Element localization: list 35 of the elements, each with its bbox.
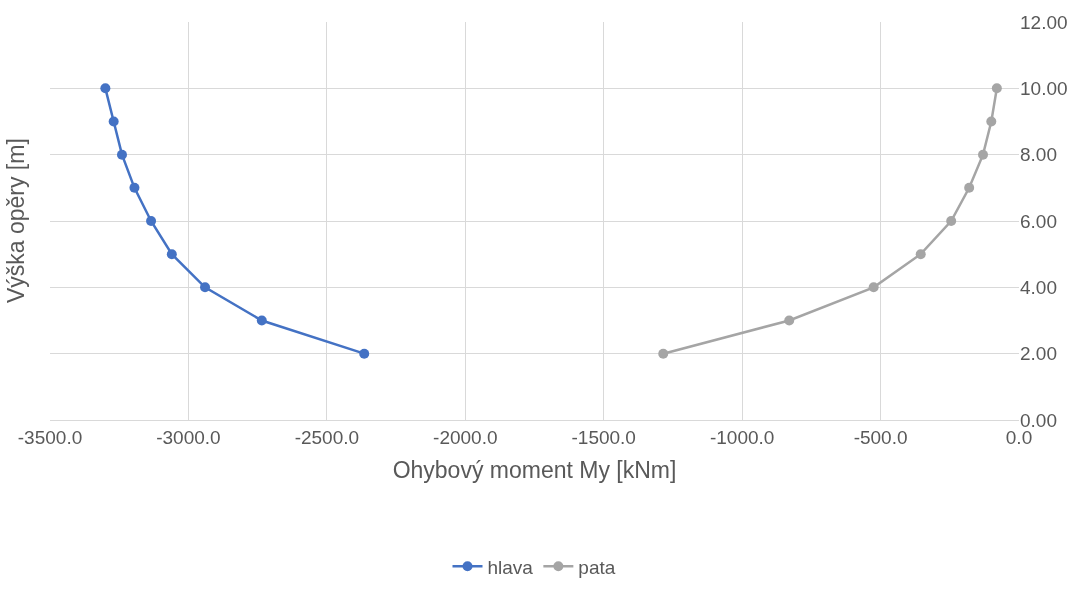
point <box>108 116 119 127</box>
point <box>915 249 926 260</box>
point <box>166 249 177 260</box>
x-axis-title: Ohybový moment My [kNm] <box>392 457 677 484</box>
point <box>116 149 127 160</box>
y-tick-label: 6.00 <box>1020 210 1057 232</box>
y-tick-label: 12.00 <box>1020 11 1068 33</box>
point <box>978 149 989 160</box>
legend-label: pata <box>578 556 616 578</box>
y-tick-label: 4.00 <box>1020 276 1057 298</box>
point <box>784 315 795 326</box>
x-tick-label: -2500.0 <box>294 426 360 448</box>
point <box>256 315 267 326</box>
legend-label: hlava <box>487 556 534 578</box>
y-tick-label: 2.00 <box>1020 343 1057 365</box>
x-tick-label: -3500.0 <box>17 426 83 448</box>
point <box>986 116 997 127</box>
point <box>946 216 957 226</box>
x-tick-label: -500.0 <box>853 426 908 448</box>
x-tick-label: -1000.0 <box>709 426 775 448</box>
point <box>868 282 879 293</box>
point <box>359 348 370 359</box>
point <box>658 348 669 359</box>
point <box>200 282 211 293</box>
point <box>964 182 975 193</box>
x-tick-label: -2000.0 <box>433 426 498 448</box>
point <box>146 216 157 226</box>
point <box>129 182 140 193</box>
y-tick-label: 10.00 <box>1020 77 1068 99</box>
point <box>100 83 111 94</box>
point <box>991 83 1002 94</box>
x-tick-label: -1500.0 <box>571 426 636 448</box>
y-axis-title: Výška opěry [m] <box>3 138 30 304</box>
y-tick-label: 8.00 <box>1020 144 1057 166</box>
x-tick-label: -3000.0 <box>156 426 221 448</box>
